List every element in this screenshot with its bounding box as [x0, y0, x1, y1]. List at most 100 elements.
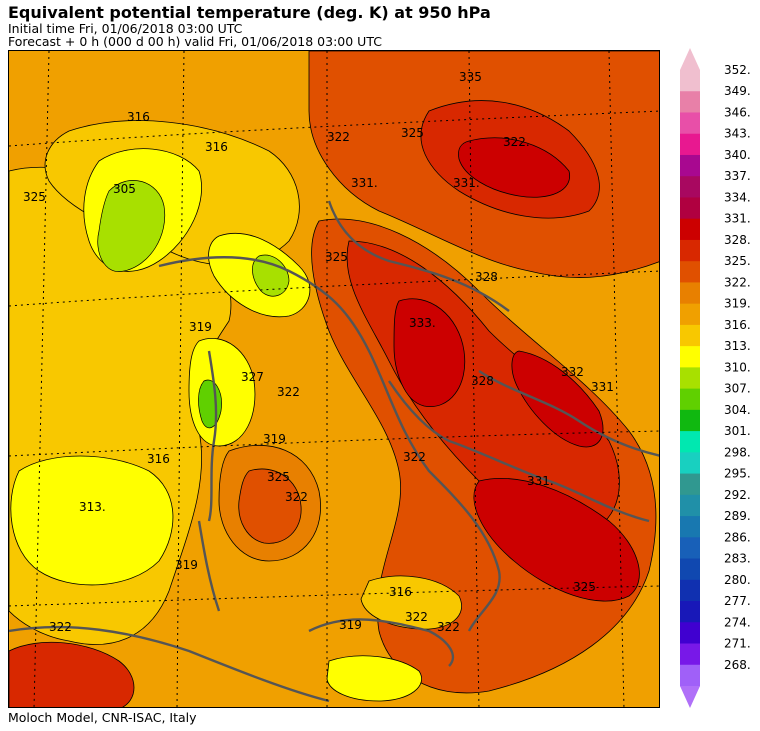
colorbar-tick-label: 352. [724, 63, 751, 77]
contour-label: 325 [23, 190, 46, 204]
contour-label: 319 [175, 558, 198, 572]
contour-label: 331. [453, 176, 480, 190]
colorbar-tick-label: 280. [724, 573, 751, 587]
colorbar-tick-label: 298. [724, 445, 751, 459]
field-313-west [10, 455, 174, 586]
colorbar-tick-label: 271. [724, 637, 751, 651]
field-331-northeast [458, 137, 570, 198]
contour-label: 331. [351, 176, 378, 190]
colorbar-tick-label: 283. [724, 552, 751, 566]
contour-label: 322. [503, 135, 530, 149]
contour-label: 319 [189, 320, 212, 334]
contour-label: 333. [409, 316, 436, 330]
field-325-tyrrhenian [238, 468, 302, 544]
contour-label: 325 [401, 126, 424, 140]
colorbar-swatch [680, 346, 700, 368]
colorbar-swatch [680, 643, 700, 666]
colorbar-swatch [680, 154, 700, 177]
colorbar-swatch [680, 176, 700, 198]
colorbar-tick-label: 286. [724, 530, 751, 544]
contour-label: 322 [437, 620, 460, 634]
colorbar-swatch [680, 622, 700, 645]
colorbar-tick-label: 319. [724, 297, 751, 311]
colorbar-tick-label: 277. [724, 594, 751, 608]
field-313-sicily [326, 655, 422, 702]
contour-label: 335 [459, 70, 482, 84]
colorbar-swatch [680, 261, 700, 283]
contour-label: 319 [339, 618, 362, 632]
colorbar-tick-label: 295. [724, 467, 751, 481]
contour-label: 322 [405, 610, 428, 624]
colorbar-tick-label: 328. [724, 233, 751, 247]
colorbar: 352. 349. 346. 343. 340. 337. 334. 331. 328. 325.… [680, 48, 760, 712]
map-header: Equivalent potential temperature (deg. K… [8, 4, 491, 49]
field-331-south [473, 478, 640, 602]
contour-label: 328 [471, 374, 494, 388]
contour-label: 322 [403, 450, 426, 464]
contour-label: 322 [49, 620, 72, 634]
colorbar-tick-label: 337. [724, 169, 751, 183]
contour-label: 327 [241, 370, 264, 384]
field-316-sicily [360, 575, 462, 630]
colorbar-tick-label: 343. [724, 127, 751, 141]
colorbar-swatch [680, 133, 700, 156]
colorbar-tick-label: 268. [724, 658, 751, 672]
contour-label: 316 [127, 110, 150, 124]
colorbar-tick-label: 301. [724, 424, 751, 438]
colorbar-swatch [680, 70, 700, 92]
colorbar-tick-label: 310. [724, 360, 751, 374]
colorbar-swatch [680, 473, 700, 496]
contour-label: 322 [277, 385, 300, 399]
colorbar-swatch [680, 197, 700, 220]
colorbar-swatch [680, 537, 700, 560]
contour-label: 331. [527, 474, 554, 488]
colorbar-swatch [680, 452, 700, 475]
colorbar-tick-label: 349. [724, 84, 751, 98]
colorbar-swatch [680, 112, 700, 135]
contour-label: 316 [147, 452, 170, 466]
colorbar-swatch [680, 558, 700, 581]
colorbar-tick-label: 325. [724, 254, 751, 268]
colorbar-tick-label: 307. [724, 382, 751, 396]
colorbar-tick-label: 322. [724, 275, 751, 289]
field-331-central-italy [393, 298, 466, 408]
colorbar-tick-label: 346. [724, 105, 751, 119]
colorbar-swatch [680, 239, 700, 262]
colorbar-swatch [680, 494, 700, 517]
coastlines [9, 200, 659, 703]
colorbar-arrow-bottom [680, 686, 700, 708]
contour-label: 325 [325, 250, 348, 264]
colorbar-swatch [680, 303, 700, 326]
model-credit: Moloch Model, CNR-ISAC, Italy [8, 710, 197, 725]
contour-label: 313. [79, 500, 106, 514]
contour-label: 319 [263, 432, 286, 446]
init-time-line: Initial time Fri, 01/06/2018 03:00 UTC [8, 21, 243, 36]
colorbar-tick-label: 274. [724, 615, 751, 629]
forecast-line: Forecast + 0 h (000 d 00 h) valid Fri, 0… [8, 34, 382, 49]
contour-label: 316 [389, 585, 412, 599]
theta-e-map: 316 322 325 322. 335 331. 331. 305 316 3… [8, 50, 660, 708]
colorbar-swatch [680, 516, 700, 538]
colorbar-tick-label: 289. [724, 509, 751, 523]
map-canvas: 316 322 325 322. 335 331. 331. 305 316 3… [9, 51, 659, 707]
field-307-corsica [198, 379, 222, 429]
contour-label: 332 [561, 365, 584, 379]
contour-label: 331 [591, 380, 614, 394]
colorbar-tick-label: 316. [724, 318, 751, 332]
contour-labels: 316 322 325 322. 335 331. 331. 305 316 3… [23, 70, 614, 634]
colorbar-canvas: 352. 349. 346. 343. 340. 337. 334. 331. 328. 325.… [680, 48, 751, 708]
colorbar-tick-label: 331. [724, 212, 751, 226]
colorbar-tick-label: 313. [724, 339, 751, 353]
colorbar-swatch [680, 388, 700, 411]
field-328-southwest [9, 641, 135, 707]
contour-label: 316 [205, 140, 228, 154]
colorbar-tick-label: 304. [724, 403, 751, 417]
contour-label: 322 [327, 130, 350, 144]
contour-label: 325 [573, 580, 596, 594]
colorbar-swatch [680, 324, 700, 347]
colorbar-tick-label: 334. [724, 190, 751, 204]
contour-label: 322 [285, 490, 308, 504]
colorbar-tick-label: 292. [724, 488, 751, 502]
colorbar-swatch [680, 601, 700, 623]
field-310-central-alps [252, 254, 290, 297]
